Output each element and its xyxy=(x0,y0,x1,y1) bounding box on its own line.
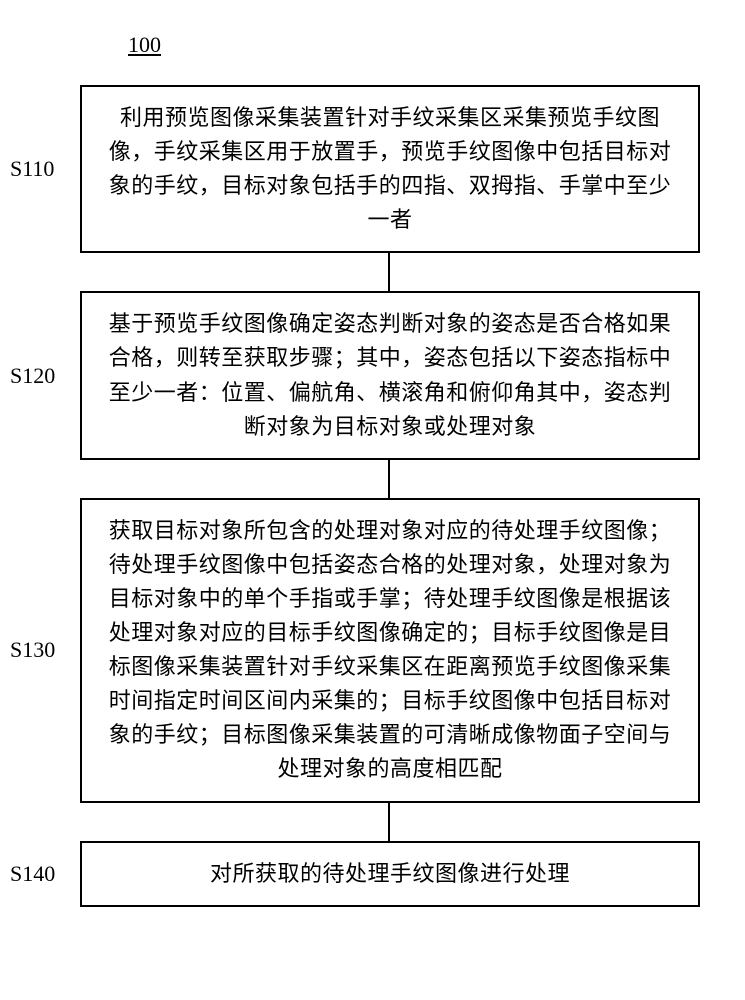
step-box-s120: 基于预览手纹图像确定姿态判断对象的姿态是否合格如果合格，则转至获取步骤；其中，姿… xyxy=(80,291,700,459)
step-label-s110: S110 xyxy=(0,156,80,182)
connector-s110-s120 xyxy=(0,253,745,291)
connector-line xyxy=(388,253,390,291)
step-row-s130: S130 获取目标对象所包含的处理对象对应的待处理手纹图像；待处理手纹图像中包括… xyxy=(0,498,745,803)
step-label-s130: S130 xyxy=(0,637,80,663)
step-row-s110: S110 利用预览图像采集装置针对手纹采集区采集预览手纹图像，手纹采集区用于放置… xyxy=(0,85,745,253)
connector-s130-s140 xyxy=(0,803,745,841)
connector-s120-s130 xyxy=(0,460,745,498)
connector-line xyxy=(388,460,390,498)
step-label-s140: S140 xyxy=(0,861,80,887)
flowchart-container: S110 利用预览图像采集装置针对手纹采集区采集预览手纹图像，手纹采集区用于放置… xyxy=(0,85,745,907)
step-box-s140: 对所获取的待处理手纹图像进行处理 xyxy=(80,841,700,907)
step-row-s120: S120 基于预览手纹图像确定姿态判断对象的姿态是否合格如果合格，则转至获取步骤… xyxy=(0,291,745,459)
step-box-s110: 利用预览图像采集装置针对手纹采集区采集预览手纹图像，手纹采集区用于放置手，预览手… xyxy=(80,85,700,253)
figure-number: 100 xyxy=(128,32,161,58)
connector-line xyxy=(388,803,390,841)
step-row-s140: S140 对所获取的待处理手纹图像进行处理 xyxy=(0,841,745,907)
step-box-s130: 获取目标对象所包含的处理对象对应的待处理手纹图像；待处理手纹图像中包括姿态合格的… xyxy=(80,498,700,803)
step-label-s120: S120 xyxy=(0,363,80,389)
